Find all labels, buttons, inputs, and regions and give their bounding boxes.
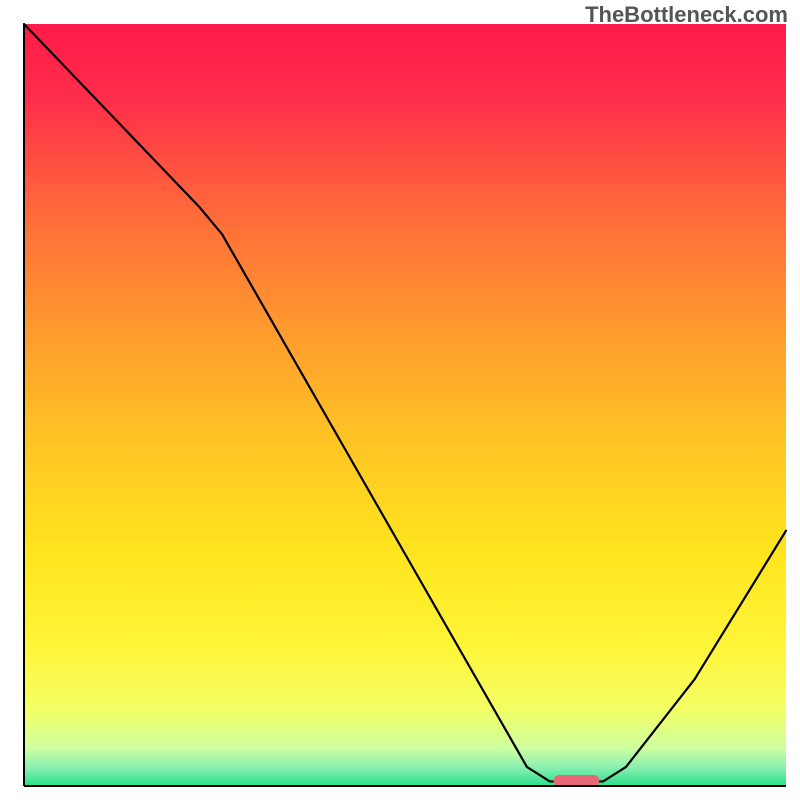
chart-svg <box>0 0 800 800</box>
gradient-background <box>24 24 786 786</box>
bottleneck-chart <box>0 0 800 800</box>
watermark-text: TheBottleneck.com <box>585 2 788 28</box>
optimal-marker <box>554 775 600 786</box>
